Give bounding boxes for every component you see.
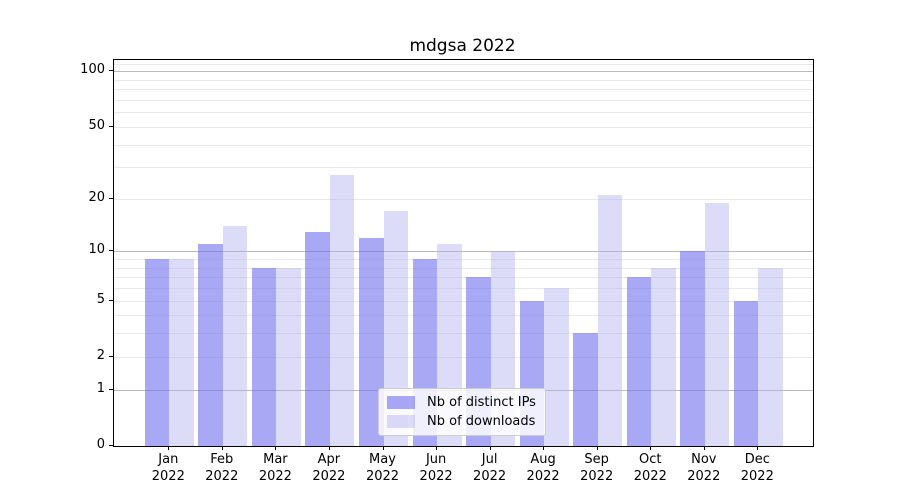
chart-title: mdgsa 2022 xyxy=(409,36,516,56)
x-tick-mark xyxy=(703,446,705,450)
y-tick-mark xyxy=(109,445,113,446)
gridline-minor-y110 xyxy=(114,63,813,65)
x-tick-mark xyxy=(275,446,277,450)
gridline-minor-y40 xyxy=(114,144,813,146)
legend-item-distinct-ips: Nb of distinct IPs xyxy=(387,395,537,411)
gridline-minor-y8 xyxy=(114,267,813,269)
x-tick-mark xyxy=(543,446,545,450)
x-tick-mark xyxy=(596,446,598,450)
gridline-minor-y20 xyxy=(114,198,813,200)
x-tick-label: Jul 2022 xyxy=(473,452,507,484)
gridline-minor-y90 xyxy=(114,79,813,81)
x-tick-label: Feb 2022 xyxy=(205,452,239,484)
gridline-minor-y3 xyxy=(114,333,813,335)
bar-distinct-ips xyxy=(198,244,223,446)
bar-downloads xyxy=(222,226,248,446)
gridline-minor-y70 xyxy=(114,99,813,101)
bar-downloads xyxy=(544,288,569,446)
gridline-minor-y30 xyxy=(114,167,813,169)
y-tick-mark xyxy=(109,299,113,301)
bar-distinct-ips xyxy=(305,231,330,446)
gridline-minor-y6 xyxy=(114,288,813,289)
x-tick-mark xyxy=(382,446,384,450)
bar-downloads xyxy=(651,267,676,446)
y-tick-label: 10 xyxy=(88,242,105,258)
bar-distinct-ips xyxy=(680,251,705,446)
gridline-major-y100 xyxy=(114,71,813,73)
y-tick-mark xyxy=(109,250,113,252)
gridline-minor-y80 xyxy=(114,89,813,91)
y-tick-label: 100 xyxy=(80,62,105,78)
y-tick-label: 20 xyxy=(88,189,105,205)
x-tick-label: Jan 2022 xyxy=(151,452,185,484)
x-tick-label: Mar 2022 xyxy=(258,452,292,484)
gridline-minor-y5 xyxy=(114,300,813,302)
y-tick-label: 0 xyxy=(96,437,105,452)
gridline-minor-y9 xyxy=(114,259,813,260)
bar-distinct-ips xyxy=(626,277,652,446)
x-tick-label: Sep 2022 xyxy=(580,452,614,484)
y-tick-label: 50 xyxy=(88,117,105,133)
bar-downloads xyxy=(329,175,355,446)
bar-distinct-ips xyxy=(251,267,277,446)
legend-label-distinct-ips: Nb of distinct IPs xyxy=(427,395,536,410)
y-tick-mark xyxy=(109,197,113,199)
bar-distinct-ips xyxy=(144,259,170,446)
legend-label-downloads: Nb of downloads xyxy=(427,414,536,429)
x-tick-mark xyxy=(221,446,223,450)
gridline-minor-y7 xyxy=(114,277,813,279)
x-tick-label: Oct 2022 xyxy=(633,452,667,484)
x-tick-mark xyxy=(489,446,491,450)
x-tick-mark xyxy=(328,446,330,450)
x-tick-label: Aug 2022 xyxy=(526,452,560,484)
gridline-major-y10 xyxy=(114,251,813,253)
legend-swatch-downloads-icon xyxy=(387,415,415,428)
x-tick-mark xyxy=(436,446,438,450)
y-tick-label: 2 xyxy=(96,347,105,363)
bar-downloads xyxy=(758,267,783,446)
y-tick-label: 5 xyxy=(96,291,105,307)
bar-downloads xyxy=(597,195,623,446)
gridline-minor-y4 xyxy=(114,315,813,317)
legend-item-downloads: Nb of downloads xyxy=(387,414,537,430)
bar-distinct-ips xyxy=(573,333,598,446)
x-tick-label: Nov 2022 xyxy=(687,452,721,484)
gridline-minor-y2 xyxy=(114,356,813,358)
x-tick-mark xyxy=(650,446,652,450)
y-tick-mark xyxy=(109,70,113,72)
x-tick-label: May 2022 xyxy=(365,452,400,484)
y-tick-label: 1 xyxy=(96,380,105,396)
x-tick-mark xyxy=(757,446,759,450)
x-tick-mark xyxy=(168,446,170,450)
bar-distinct-ips xyxy=(733,300,759,446)
y-tick-mark xyxy=(109,125,113,127)
bar-downloads xyxy=(704,202,730,446)
x-tick-label: Dec 2022 xyxy=(740,452,774,484)
x-tick-label: Jun 2022 xyxy=(419,452,453,484)
x-tick-label: Apr 2022 xyxy=(312,452,346,484)
legend: Nb of distinct IPs Nb of downloads xyxy=(378,388,546,436)
bar-downloads xyxy=(169,259,194,446)
gridline-minor-y60 xyxy=(114,112,813,114)
bar-downloads xyxy=(276,267,301,446)
legend-swatch-ips-icon xyxy=(387,396,415,409)
gridline-minor-y50 xyxy=(114,126,813,128)
y-tick-mark xyxy=(109,355,113,357)
y-tick-mark xyxy=(109,388,113,390)
